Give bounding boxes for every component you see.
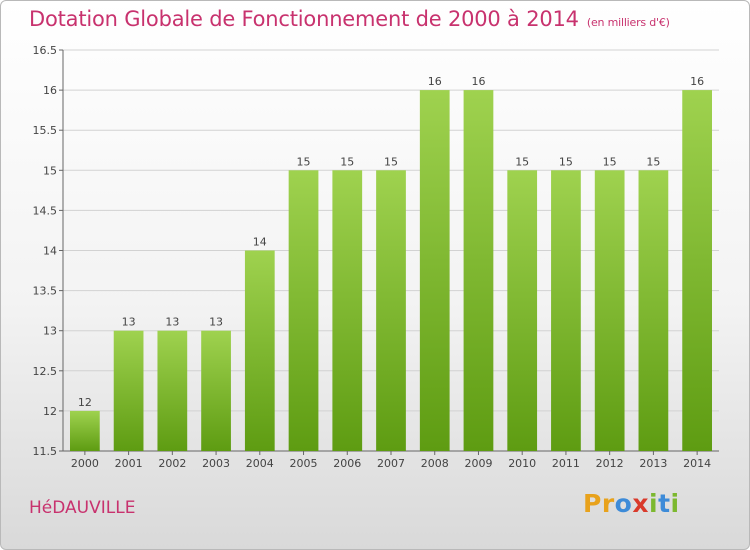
x-tick-label: 2005 (290, 457, 318, 470)
x-tick-label: 2011 (552, 457, 580, 470)
y-tick-label: 12 (43, 405, 57, 418)
data-label: 13 (122, 316, 136, 329)
title-unit: (en milliers d'€) (586, 16, 670, 29)
bar-2003 (201, 330, 231, 451)
title-text: Dotation Globale de Fonctionnement de 20… (29, 7, 579, 31)
y-tick-label: 12.5 (33, 365, 58, 378)
logo-letter: i (649, 489, 659, 518)
bar-2014 (682, 90, 713, 451)
logo-letter: t (658, 489, 671, 518)
bar-2011 (551, 170, 581, 452)
x-tick-label: 2014 (683, 457, 711, 470)
bar-2012 (594, 170, 625, 452)
y-tick-label: 13.5 (33, 285, 58, 298)
data-label: 14 (253, 236, 267, 249)
x-tick-label: 2000 (71, 457, 99, 470)
x-tick-label: 2008 (421, 457, 449, 470)
x-tick-label: 2006 (333, 457, 361, 470)
y-tick-label: 16 (43, 84, 57, 97)
x-tick-label: 2004 (246, 457, 274, 470)
bar-2009 (463, 90, 494, 451)
logo-letter: P (583, 489, 602, 518)
y-tick-labels: 11.5 12 12.5 13 13.5 14 14.5 15 15.5 16 16.5 (33, 44, 58, 458)
y-tick-label: 16.5 (33, 44, 58, 57)
bar-2007 (376, 170, 406, 452)
x-tick-label: 2003 (202, 457, 230, 470)
data-label: 15 (559, 155, 573, 168)
data-label: 15 (603, 155, 617, 168)
logo-letter: x (632, 489, 649, 518)
x-tick-labels: 2000 2001 2002 2003 2004 2005 2006 2007 2008 2009… (71, 457, 711, 470)
x-tick-label: 2007 (377, 457, 405, 470)
y-tick-label: 14.5 (33, 204, 58, 217)
bar-2006 (332, 170, 363, 452)
data-label: 15 (646, 155, 660, 168)
data-label: 12 (78, 396, 92, 409)
logo-letter: r (601, 489, 615, 518)
data-label: 13 (209, 316, 223, 329)
bar-2008 (419, 90, 450, 451)
data-label: 15 (515, 155, 529, 168)
data-label: 15 (384, 155, 398, 168)
data-label: 13 (165, 316, 179, 329)
y-tick-label: 13 (43, 325, 57, 338)
y-tick-label: 15 (43, 164, 57, 177)
data-label: 16 (690, 75, 704, 88)
bar-2004 (244, 250, 275, 451)
y-tick-label: 14 (43, 245, 57, 258)
x-tick-label: 2010 (508, 457, 536, 470)
bars (69, 90, 713, 452)
data-label: 16 (428, 75, 442, 88)
x-tick-label: 2002 (158, 457, 186, 470)
x-tick-label: 2001 (115, 457, 143, 470)
x-tick-label: 2013 (639, 457, 667, 470)
x-tick-label: 2009 (464, 457, 492, 470)
bar-2000 (69, 410, 100, 451)
data-label: 15 (297, 155, 311, 168)
bar-2001 (113, 330, 144, 451)
y-tick-label: 15.5 (33, 124, 58, 137)
commune-name: HéDAUVILLE (29, 498, 136, 518)
y-tick-label: 11.5 (33, 445, 58, 458)
data-label: 16 (471, 75, 485, 88)
bar-2002 (157, 330, 188, 451)
data-label: 15 (340, 155, 354, 168)
logo-letter: i (670, 489, 680, 518)
x-tick-label: 2012 (596, 457, 624, 470)
bar-2010 (507, 170, 538, 452)
bar-2005 (288, 170, 319, 452)
logo-letter: o (614, 489, 633, 518)
proxiti-logo: Proxiti (583, 489, 680, 518)
data-labels: 12 13 13 13 14 15 15 15 16 16 15 15 15 15 16 (78, 75, 704, 409)
bar-2013 (638, 170, 669, 452)
chart-title: Dotation Globale de Fonctionnement de 20… (29, 7, 670, 31)
